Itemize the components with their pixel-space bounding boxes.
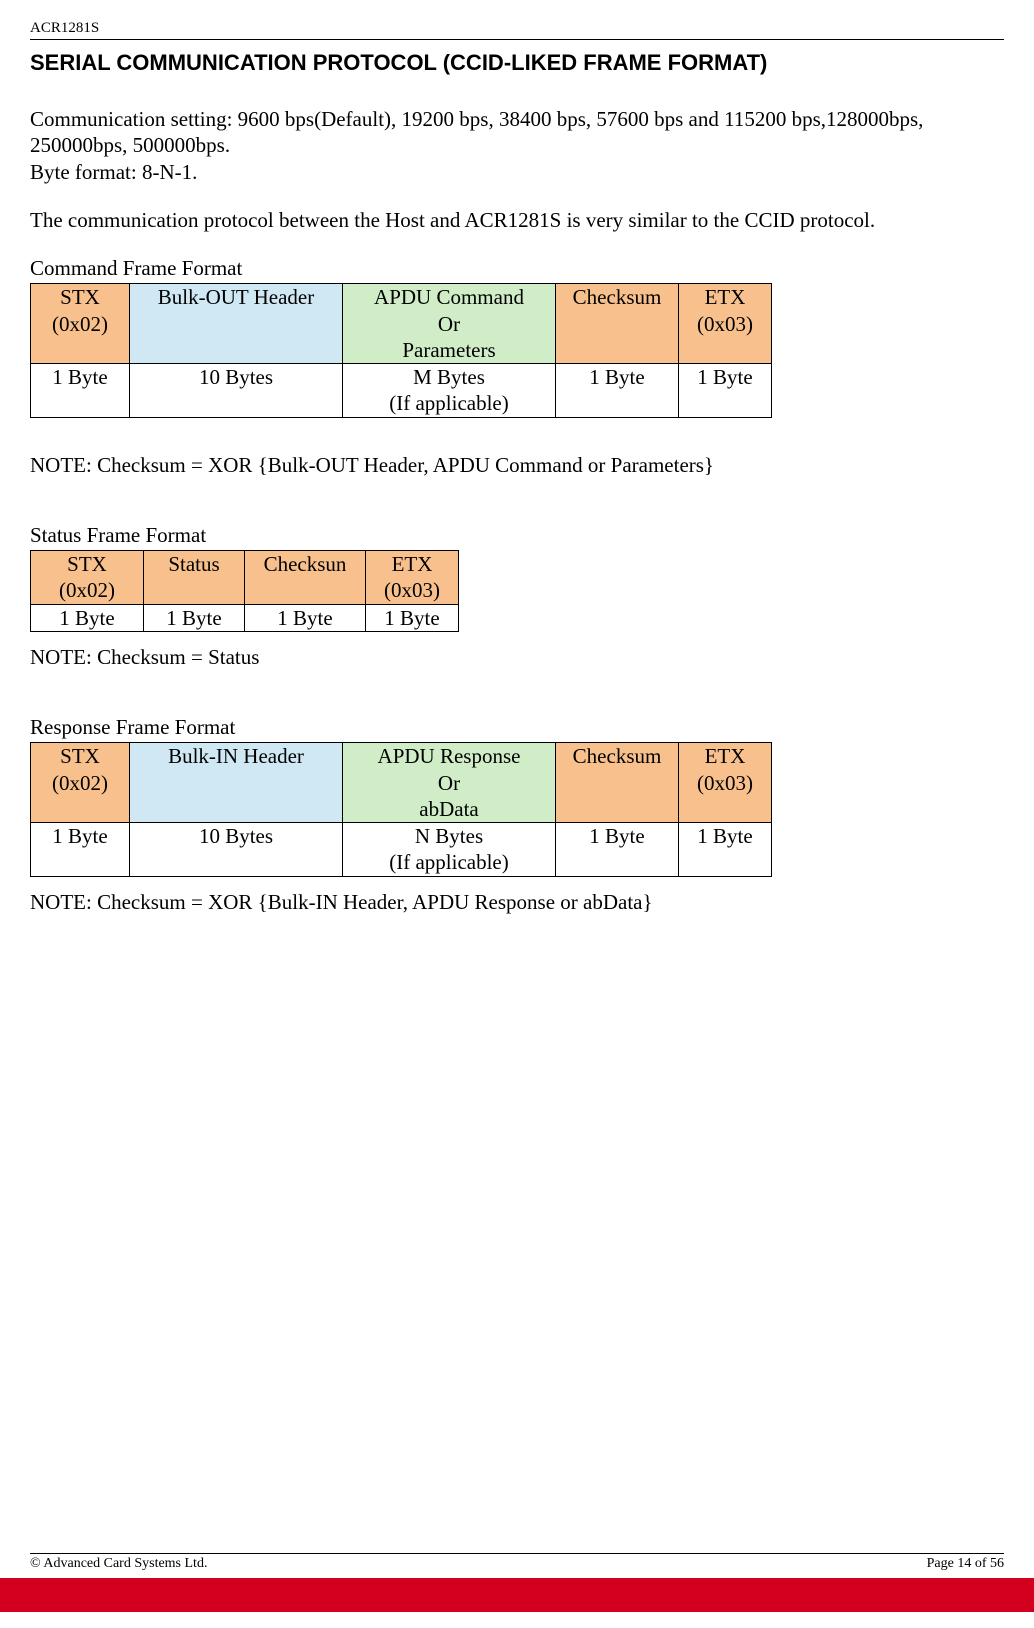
td: 10 Bytes [130, 823, 343, 877]
cell-text: Or [438, 312, 460, 336]
table-status-frame: STX (0x02) Status Checksun ETX (0x03) 1 … [30, 550, 459, 632]
th-apdu-response: APDU Response Or abData [343, 743, 556, 823]
label-command-frame: Command Frame Format [30, 255, 1004, 281]
cell-text: STX [60, 744, 100, 768]
cell-text: (If applicable) [389, 391, 509, 415]
cell-text: (0x03) [384, 578, 440, 602]
th-apdu-command: APDU Command Or Parameters [343, 284, 556, 364]
td: 1 Byte [245, 604, 366, 631]
td: 1 Byte [556, 364, 679, 418]
table-row: 1 Byte 10 Bytes N Bytes (If applicable) … [31, 823, 772, 877]
cell-text: (0x02) [52, 771, 108, 795]
table-response-frame: STX (0x02) Bulk-IN Header APDU Response … [30, 742, 772, 876]
table-row: STX (0x02) Status Checksun ETX (0x03) [31, 551, 459, 605]
table-row: STX (0x02) Bulk-OUT Header APDU Command … [31, 284, 772, 364]
td: 1 Byte [31, 604, 144, 631]
note-checksum-1: NOTE: Checksum = XOR {Bulk-OUT Header, A… [30, 452, 1004, 478]
th-status: Status [144, 551, 245, 605]
cell-text: (0x03) [697, 312, 753, 336]
footer-copyright: © Advanced Card Systems Ltd. [30, 1556, 207, 1572]
th-bulk-out: Bulk-OUT Header [130, 284, 343, 364]
td: 1 Byte [144, 604, 245, 631]
cell-text: Parameters [402, 338, 495, 362]
th-bulk-in: Bulk-IN Header [130, 743, 343, 823]
th-stx: STX (0x02) [31, 551, 144, 605]
doc-id: ACR1281S [30, 20, 1004, 37]
label-status-frame: Status Frame Format [30, 522, 1004, 548]
cell-text: APDU Command [374, 285, 524, 309]
header-rule [30, 39, 1004, 40]
page-container: ACR1281S SERIAL COMMUNICATION PROTOCOL (… [0, 0, 1034, 1578]
td: M Bytes (If applicable) [343, 364, 556, 418]
cell-text: (0x02) [59, 578, 115, 602]
table-row: 1 Byte 1 Byte 1 Byte 1 Byte [31, 604, 459, 631]
table-row: 1 Byte 10 Bytes M Bytes (If applicable) … [31, 364, 772, 418]
cell-text: (0x02) [52, 312, 108, 336]
th-etx: ETX (0x03) [679, 743, 772, 823]
cell-text: ETX [705, 285, 746, 309]
td: 10 Bytes [130, 364, 343, 418]
cell-text: Checksum [573, 285, 662, 309]
bottom-red-bar [0, 1578, 1034, 1612]
th-checksum: Checksum [556, 743, 679, 823]
cell-text: ETX [705, 744, 746, 768]
paragraph-byte-format: Byte format: 8-N-1. [30, 159, 1004, 185]
footer-page-number: Page 14 of 56 [927, 1556, 1004, 1572]
table-row: STX (0x02) Bulk-IN Header APDU Response … [31, 743, 772, 823]
cell-text: ETX [392, 552, 433, 576]
label-response-frame: Response Frame Format [30, 714, 1004, 740]
cell-text: STX [67, 552, 107, 576]
cell-text: Status [168, 552, 219, 576]
cell-text: Bulk-OUT Header [158, 285, 315, 309]
td: 1 Byte [31, 823, 130, 877]
cell-text: (0x03) [697, 771, 753, 795]
td: 1 Byte [31, 364, 130, 418]
td: 1 Byte [679, 364, 772, 418]
th-etx: ETX (0x03) [366, 551, 459, 605]
footer-rule [30, 1553, 1004, 1554]
th-etx: ETX (0x03) [679, 284, 772, 364]
th-checksum: Checksum [556, 284, 679, 364]
th-stx: STX (0x02) [31, 743, 130, 823]
cell-text: STX [60, 285, 100, 309]
td: 1 Byte [556, 823, 679, 877]
th-stx: STX (0x02) [31, 284, 130, 364]
footer-row: © Advanced Card Systems Ltd. Page 14 of … [0, 1556, 1034, 1578]
cell-text: Or [438, 771, 460, 795]
paragraph-comm-setting: Communication setting: 9600 bps(Default)… [30, 106, 1004, 159]
note-checksum-2: NOTE: Checksum = Status [30, 644, 1004, 670]
section-title: SERIAL COMMUNICATION PROTOCOL (CCID-LIKE… [30, 50, 1004, 76]
cell-text: N Bytes [415, 824, 483, 848]
cell-text: APDU Response [378, 744, 521, 768]
td: N Bytes (If applicable) [343, 823, 556, 877]
td: 1 Byte [679, 823, 772, 877]
cell-text: Checksum [573, 744, 662, 768]
page-footer: © Advanced Card Systems Ltd. Page 14 of … [0, 1553, 1034, 1578]
table-command-frame: STX (0x02) Bulk-OUT Header APDU Command … [30, 283, 772, 417]
th-checksum: Checksun [245, 551, 366, 605]
cell-text: Bulk-IN Header [168, 744, 304, 768]
cell-text: Checksun [264, 552, 347, 576]
cell-text: M Bytes [413, 365, 485, 389]
note-checksum-3: NOTE: Checksum = XOR {Bulk-IN Header, AP… [30, 889, 1004, 915]
cell-text: (If applicable) [389, 850, 509, 874]
cell-text: abData [419, 797, 478, 821]
td: 1 Byte [366, 604, 459, 631]
paragraph-protocol: The communication protocol between the H… [30, 207, 1004, 233]
